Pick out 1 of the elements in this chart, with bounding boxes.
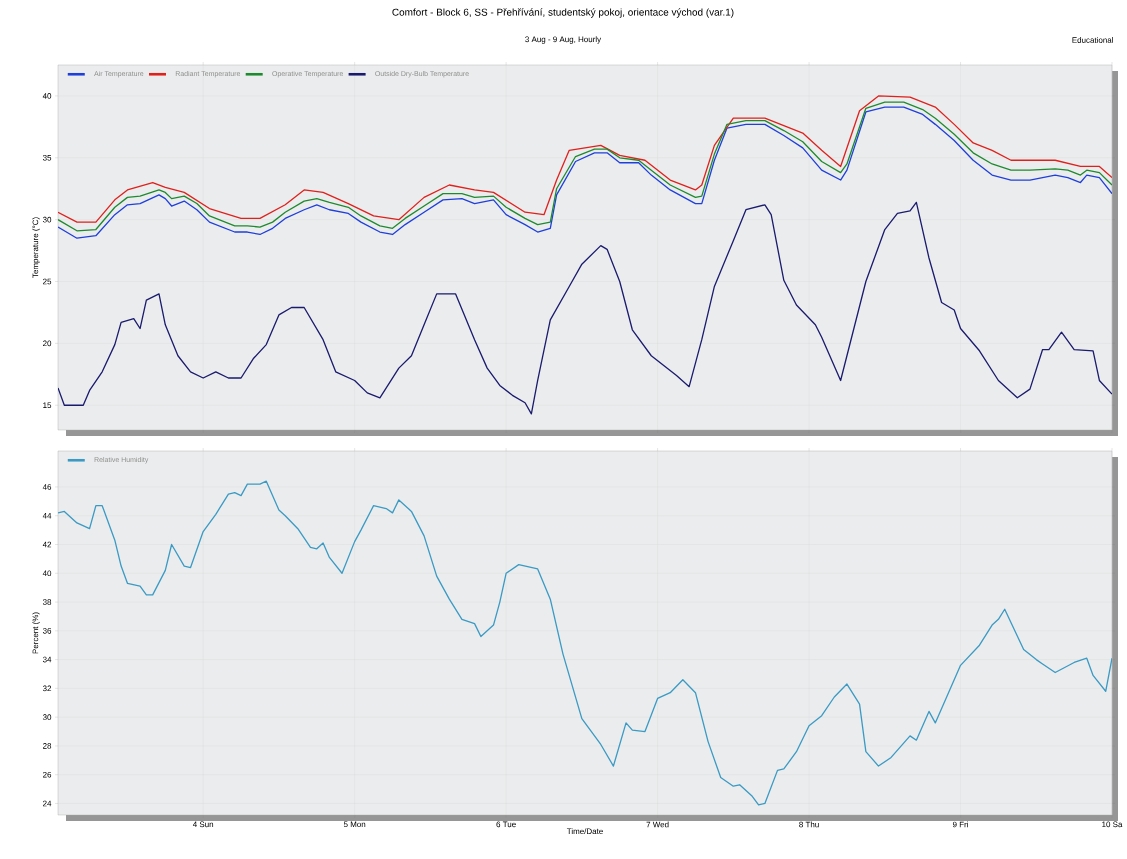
chart-title: Comfort - Block 6, SS - Přehřívání, studentský pokoj, orientace východ (var.1) — [392, 8, 734, 18]
